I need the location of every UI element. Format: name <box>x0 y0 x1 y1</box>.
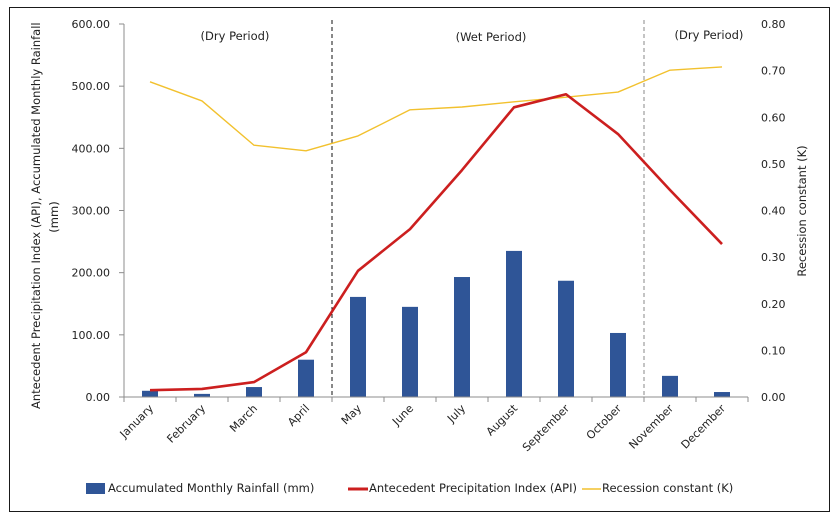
y-tick-label: 0.00 <box>86 391 111 404</box>
legend-swatch-rainfall <box>86 483 105 494</box>
legend-label-k: Recession constant (K) <box>602 481 733 495</box>
y2-tick-label: 0.30 <box>761 251 786 264</box>
y2-tick-label: 0.70 <box>761 65 786 78</box>
y-tick-label: 300.00 <box>72 205 111 218</box>
y2-axis-title: Recession constant (K) <box>795 145 809 276</box>
y2-tick-label: 0.80 <box>761 18 786 31</box>
legend-label-api: Antecedent Precipitation Index (API) <box>369 481 577 495</box>
line-series-group <box>149 66 723 392</box>
x-tick-label-january: January <box>117 402 157 442</box>
period-label-dry-2: (Dry Period) <box>675 28 744 42</box>
bar-march <box>246 387 262 397</box>
y-tick-label: 200.00 <box>72 267 111 280</box>
line-antecedent-precipitation-index-api <box>149 92 723 392</box>
y-tick-label: 400.00 <box>72 142 111 155</box>
y2-tick-label: 0.40 <box>761 205 786 218</box>
y-tick-label: 500.00 <box>72 80 111 93</box>
axis-labels: Antecedent Precipitation Index (API), Ac… <box>29 22 809 409</box>
x-tick-label-february: February <box>164 402 208 446</box>
y-axis-title-line1: Antecedent Precipitation Index (API), Ac… <box>29 22 43 409</box>
y-tick-label: 600.00 <box>72 18 111 31</box>
y-tick-label: 100.00 <box>72 329 111 342</box>
line-recession-constant-k <box>149 66 723 152</box>
bar-june <box>402 306 418 397</box>
x-tick-label-april: April <box>285 402 312 429</box>
x-tick-label-march: March <box>227 402 260 435</box>
y2-tick-label: 0.00 <box>761 391 786 404</box>
bar-january <box>142 390 158 397</box>
x-tick-label-june: June <box>389 402 416 429</box>
x-tick-label-december: December <box>679 402 729 452</box>
x-tick-label-november: November <box>626 402 676 452</box>
bar-july <box>454 277 470 397</box>
x-tick-label-august: August <box>484 401 521 438</box>
y2-tick-label: 0.60 <box>761 111 786 124</box>
bar-october <box>610 332 626 397</box>
period-annotations: (Dry Period) (Wet Period) (Dry Period) <box>201 28 744 44</box>
legend: Accumulated Monthly Rainfall (mm) Antece… <box>86 481 733 495</box>
bar-series-rainfall <box>142 250 730 397</box>
x-tick-label-october: October <box>584 402 625 443</box>
bar-may <box>350 296 366 397</box>
period-label-dry-1: (Dry Period) <box>201 29 270 43</box>
x-tick-label-july: July <box>444 402 468 426</box>
x-tick-label-september: September <box>520 402 573 455</box>
bar-august <box>506 250 522 397</box>
bar-september <box>558 280 574 397</box>
legend-label-rainfall: Accumulated Monthly Rainfall (mm) <box>108 481 314 495</box>
y-axis-title-line2: (mm) <box>47 201 61 232</box>
bar-april <box>298 359 314 397</box>
bar-december <box>714 392 730 397</box>
chart-frame <box>9 7 830 512</box>
y2-tick-label: 0.10 <box>761 344 786 357</box>
y2-tick-label: 0.20 <box>761 298 786 311</box>
bar-february <box>194 393 210 397</box>
y2-tick-label: 0.50 <box>761 158 786 171</box>
period-label-wet: (Wet Period) <box>456 30 527 44</box>
bar-november <box>662 375 678 397</box>
x-tick-label-may: May <box>339 402 365 428</box>
period-dividers <box>331 20 645 397</box>
